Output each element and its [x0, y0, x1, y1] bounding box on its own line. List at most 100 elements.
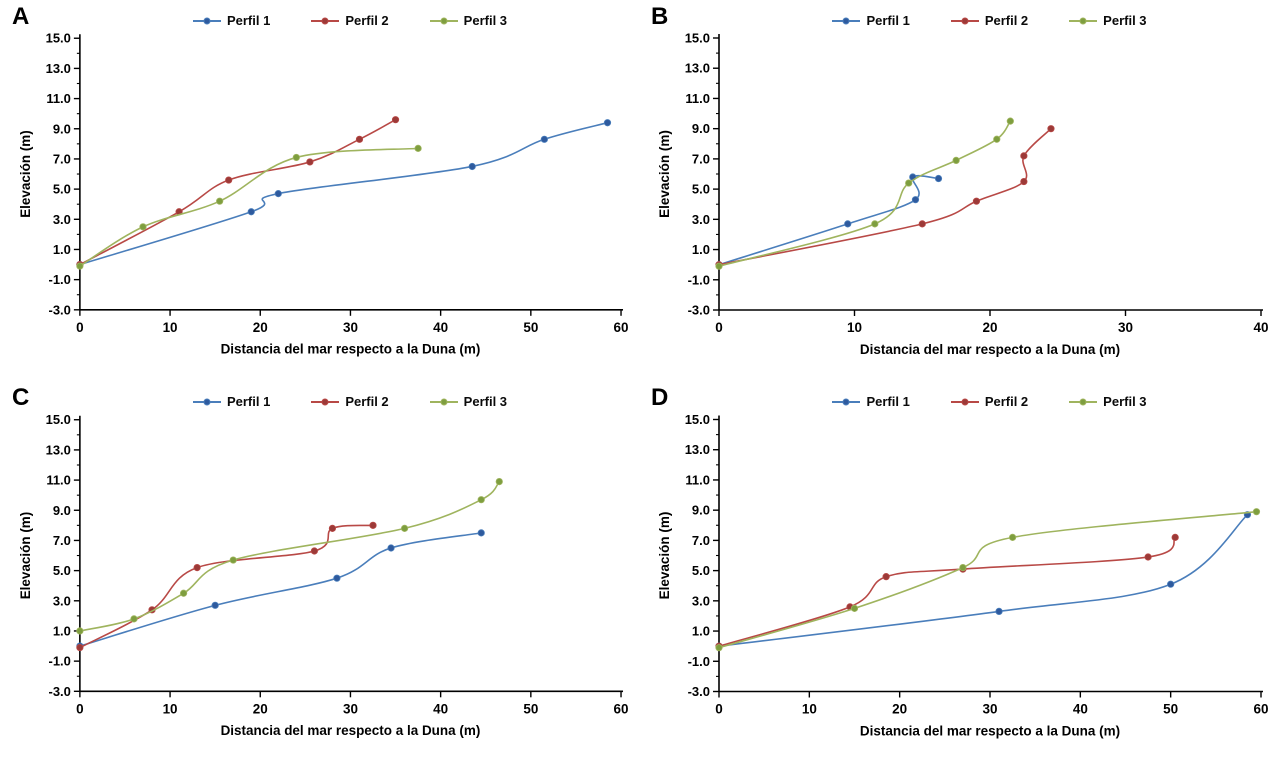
legend-swatch-icon [429, 17, 458, 24]
y-tick-label: -1.0 [49, 654, 71, 669]
data-point-perfil-2 [1171, 533, 1179, 541]
legend-swatch-icon [192, 398, 221, 405]
legend-A: Perfil 1 Perfil 2 Perfil 3 [70, 13, 629, 28]
x-tick-label: 30 [343, 701, 358, 716]
x-tick-label: 40 [1253, 320, 1268, 335]
series-line-3 [79, 480, 501, 632]
legend-swatch-icon [832, 398, 861, 405]
y-tick-label: 7.0 [692, 151, 710, 166]
data-point-perfil-3 [959, 563, 967, 572]
data-point-perfil-3 [715, 644, 723, 652]
x-tick-label: 50 [523, 320, 538, 335]
data-point-perfil-3 [400, 524, 409, 532]
data-point-perfil-3 [1006, 117, 1014, 125]
series-line-2 [79, 118, 397, 266]
panel-letter-B: B [651, 3, 669, 30]
panel-C: C Perfil 1 Perfil 2 Perfil 3 15.0 13.0 11.… [0, 381, 639, 763]
data-point-perfil-3 [952, 156, 960, 164]
panel-A: A Perfil 1 Perfil 2 Perfil 3 15.0 13.0 11.… [0, 0, 639, 381]
x-tick-label: 40 [433, 701, 448, 716]
series-line-3 [718, 510, 1258, 649]
y-tick-label: 15.0 [46, 412, 71, 427]
series-line-1 [79, 121, 609, 266]
data-point-perfil-3 [715, 262, 723, 270]
data-point-perfil-1 [333, 574, 341, 582]
x-tick-label: 60 [1253, 702, 1268, 717]
legend-item-perfil-2: Perfil 2 [310, 13, 389, 28]
elevation-profile-chart-B: 15.0 13.0 11.0 9.0 7.0 5.0 3.0 1.0 -1.0 -3.0 0 10 20… [657, 31, 1269, 358]
data-point-perfil-1 [934, 174, 943, 183]
series-line-1 [79, 532, 483, 647]
legend-item-perfil-3: Perfil 3 [429, 394, 507, 409]
y-tick-label: 15.0 [685, 412, 710, 427]
y-tick-label: 7.0 [53, 533, 71, 548]
x-tick-label: 0 [76, 701, 84, 716]
legend-label: Perfil 2 [345, 13, 389, 28]
y-tick-label: 7.0 [692, 533, 710, 548]
x-tick-label: 0 [76, 320, 84, 335]
y-tick-label: 5.0 [692, 563, 710, 578]
data-point-perfil-1 [211, 601, 219, 609]
data-point-perfil-2 [355, 135, 364, 143]
data-point-perfil-3 [414, 144, 422, 152]
data-point-perfil-3 [76, 262, 84, 270]
legend-item-perfil-1: Perfil 1 [192, 394, 270, 409]
data-point-perfil-2 [972, 197, 981, 205]
x-tick-label: 30 [343, 320, 358, 335]
series-line-2 [79, 524, 374, 649]
legend-item-perfil-2: Perfil 2 [950, 394, 1028, 409]
x-axis-title: Distancia del mar respecto a la Duna (m) [860, 724, 1120, 739]
panel-D: D Perfil 1 Perfil 2 Perfil 3 15.0 13.0 11.… [639, 381, 1279, 763]
data-point-perfil-1 [540, 135, 548, 143]
y-tick-label: 5.0 [53, 182, 71, 197]
elevation-profile-chart-A: 15.0 13.0 11.0 9.0 7.0 5.0 3.0 1.0 -1.0 -3.0 0 10 20… [18, 31, 629, 357]
legend-label: Perfil 1 [866, 394, 910, 409]
series-line-2 [718, 127, 1052, 266]
legend-swatch-icon [311, 17, 340, 24]
data-point-perfil-2 [310, 547, 318, 555]
y-tick-label: 9.0 [692, 503, 710, 518]
x-tick-label: 40 [1073, 702, 1088, 717]
data-point-perfil-3 [1008, 533, 1017, 541]
y-tick-label: -3.0 [49, 684, 71, 699]
data-point-perfil-2 [76, 643, 84, 652]
data-point-perfil-2 [225, 176, 233, 184]
y-tick-label: -3.0 [49, 302, 71, 317]
y-tick-label: 5.0 [53, 563, 71, 578]
y-tick-label: 13.0 [46, 442, 71, 457]
x-tick-label: 20 [982, 320, 997, 335]
y-tick-label: -1.0 [49, 272, 71, 287]
legend-C: Perfil 1 Perfil 2 Perfil 3 [70, 394, 629, 409]
y-axis-title: Elevación (m) [18, 130, 33, 218]
data-point-perfil-2 [306, 158, 314, 166]
y-tick-label: 11.0 [685, 91, 710, 106]
legend-swatch-icon [1069, 17, 1098, 24]
elevation-profile-chart-C: 15.0 13.0 11.0 9.0 7.0 5.0 3.0 1.0 -1.0 -3.0 0 10 20… [18, 412, 629, 738]
data-point-perfil-1 [387, 544, 395, 552]
data-point-perfil-2 [1047, 125, 1055, 133]
panel-letter-D: D [651, 384, 669, 411]
y-tick-label: 9.0 [692, 121, 710, 136]
legend-label: Perfil 2 [345, 394, 389, 409]
x-tick-label: 40 [433, 320, 448, 335]
legend-label: Perfil 3 [463, 13, 508, 28]
x-tick-label: 20 [892, 702, 907, 717]
y-tick-label: -3.0 [688, 303, 710, 318]
y-tick-label: 7.0 [53, 151, 71, 166]
legend-label: Perfil 3 [463, 394, 508, 409]
legend-swatch-icon [1069, 398, 1098, 405]
y-tick-label: 3.0 [692, 593, 710, 608]
y-tick-label: 11.0 [46, 473, 71, 488]
legend-label: Perfil 1 [866, 13, 910, 28]
y-tick-label: 13.0 [46, 61, 71, 76]
y-axis-title: Elevación (m) [657, 130, 672, 218]
legend-swatch-icon [950, 398, 979, 405]
y-tick-label: -1.0 [688, 654, 710, 669]
data-point-perfil-1 [1167, 580, 1175, 588]
data-point-perfil-2 [1020, 152, 1028, 160]
series-line-1 [718, 174, 940, 266]
y-tick-label: 9.0 [53, 121, 71, 136]
y-tick-label: 5.0 [692, 182, 710, 197]
data-point-perfil-1 [911, 196, 920, 204]
data-point-perfil-3 [495, 478, 503, 486]
